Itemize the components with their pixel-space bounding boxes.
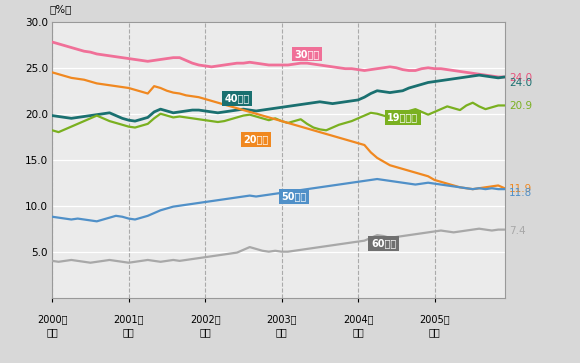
Text: 60歳代: 60歳代	[371, 238, 396, 248]
Text: 50歳代: 50歳代	[282, 192, 307, 201]
Text: （%）: （%）	[49, 4, 71, 15]
Text: 2005年: 2005年	[419, 314, 450, 324]
Text: ４月: ４月	[429, 327, 440, 337]
Text: 2000年: 2000年	[37, 314, 67, 324]
Text: 2003年: 2003年	[266, 314, 297, 324]
Text: 20歳代: 20歳代	[244, 134, 269, 144]
Text: 2004年: 2004年	[343, 314, 374, 324]
Text: 2001年: 2001年	[114, 314, 144, 324]
Text: ４月: ４月	[276, 327, 288, 337]
Text: ４月: ４月	[123, 327, 135, 337]
Text: ４月: ４月	[200, 327, 211, 337]
Text: 30歳代: 30歳代	[295, 49, 320, 59]
Text: 2002年: 2002年	[190, 314, 220, 324]
Text: ４月: ４月	[46, 327, 58, 337]
Text: 19歳以下: 19歳以下	[387, 113, 418, 122]
Text: ４月: ４月	[352, 327, 364, 337]
Text: 40歳代: 40歳代	[224, 93, 249, 103]
